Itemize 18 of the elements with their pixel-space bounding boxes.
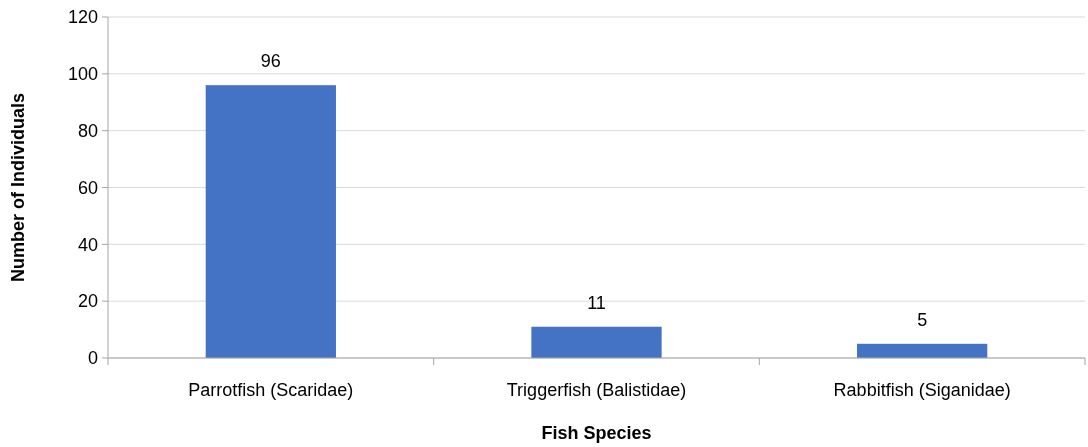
x-tick-label: Rabbitfish (Siganidae) bbox=[833, 380, 1011, 400]
bar bbox=[531, 326, 662, 358]
y-tick-label: 120 bbox=[67, 7, 98, 28]
x-tick-label: Parrotfish (Scaridae) bbox=[188, 380, 354, 400]
y-tick-label: 40 bbox=[77, 234, 98, 255]
bar bbox=[857, 343, 988, 358]
x-axis-title: Fish Species bbox=[541, 423, 652, 443]
x-tick-label: Triggerfish (Balistidae) bbox=[506, 380, 687, 400]
y-tick-label: 20 bbox=[77, 291, 98, 312]
y-tick-label: 80 bbox=[77, 120, 98, 141]
bar bbox=[205, 85, 336, 358]
y-tick-label: 0 bbox=[87, 348, 98, 369]
data-label: 11 bbox=[587, 292, 606, 313]
data-label: 5 bbox=[917, 309, 928, 330]
y-axis-title: Number of Individuals bbox=[8, 92, 28, 283]
data-label: 96 bbox=[260, 51, 281, 72]
y-tick-label: 100 bbox=[67, 64, 98, 85]
y-tick-label: 60 bbox=[77, 177, 98, 198]
